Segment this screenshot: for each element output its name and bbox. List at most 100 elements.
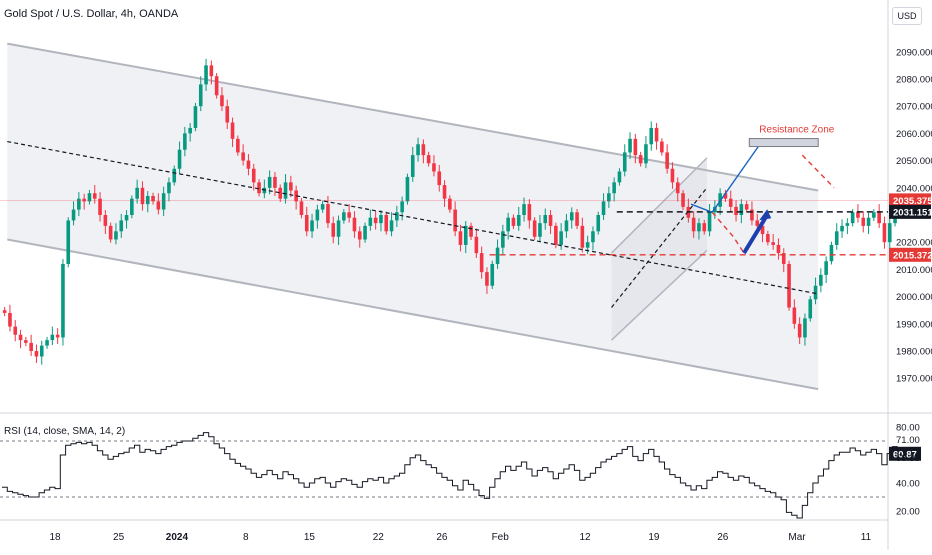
candle-body — [638, 155, 643, 164]
candle — [373, 211, 378, 230]
candle — [665, 144, 669, 174]
midline-dashed[interactable] — [7, 140, 819, 295]
rsi-value-tag[interactable]: 60.87 — [889, 446, 921, 461]
price-tag[interactable]: 2015.372 — [889, 247, 932, 262]
candle — [554, 222, 558, 249]
rising-channel-lower-line[interactable] — [610, 249, 708, 341]
candle-body — [564, 220, 569, 232]
channel-lower-line[interactable] — [7, 238, 819, 391]
channel-layer — [7, 42, 819, 391]
candle — [135, 179, 139, 204]
candle-body — [289, 182, 293, 191]
candle — [87, 189, 92, 205]
candle-body — [92, 193, 97, 199]
candle — [527, 199, 532, 229]
candle-body — [850, 212, 855, 224]
candle-body — [781, 253, 786, 264]
rising-channel-upper-line[interactable] — [610, 157, 708, 254]
price-tag[interactable]: 2035.375 — [889, 193, 932, 208]
price-axis[interactable]: 2090.000 2080.000 2070.000 2060.000 2050.000… — [896, 47, 932, 384]
arrow-up-head[interactable] — [759, 209, 772, 221]
candle — [681, 189, 685, 211]
candle — [654, 123, 659, 150]
projection-path-red-left[interactable] — [711, 211, 745, 254]
candle-body — [342, 212, 346, 221]
candle — [225, 99, 230, 130]
candle-body — [453, 209, 457, 232]
candle — [781, 248, 786, 273]
candle-body — [246, 160, 251, 169]
candle-body — [617, 171, 622, 183]
rsi-value-label: 71.00 — [896, 435, 920, 446]
rsi-line[interactable] — [2, 432, 898, 519]
candle — [55, 328, 60, 344]
candle — [522, 197, 526, 222]
candle — [8, 304, 12, 332]
candle-body — [278, 187, 283, 199]
candle-body — [267, 176, 272, 188]
candle-body — [744, 204, 749, 210]
rising-midline-dashed[interactable] — [611, 187, 708, 308]
candle-body — [108, 225, 113, 240]
candle — [702, 219, 707, 235]
price-tick-label: 2090.000 — [896, 47, 932, 58]
candle-body — [856, 212, 860, 218]
time-tick-label: 8 — [243, 532, 249, 543]
candle-body — [760, 225, 765, 235]
candle-body — [522, 204, 526, 215]
candle — [124, 210, 129, 229]
price-tag[interactable]: 2031.151 — [889, 204, 932, 219]
projection-path-red-right[interactable] — [801, 154, 835, 189]
candle — [771, 234, 775, 250]
candle-body — [167, 182, 171, 194]
candle-body — [55, 334, 60, 338]
candle-body — [400, 201, 404, 213]
rsi-value-tag-bg — [889, 446, 921, 461]
candle — [448, 195, 452, 213]
candle-body — [654, 127, 659, 142]
time-tick-label: Mar — [788, 532, 806, 543]
arrow-up-shaft[interactable] — [742, 217, 767, 255]
candle-body — [124, 215, 129, 221]
candle-body — [347, 212, 351, 218]
resistance-zone-box[interactable] — [748, 138, 819, 148]
channel-upper-line[interactable] — [7, 42, 819, 192]
price-tick-label: 1980.000 — [896, 347, 932, 358]
candle-body — [50, 334, 55, 341]
candle-body — [485, 272, 489, 286]
candle-body — [331, 223, 336, 237]
currency-button[interactable]: USD — [892, 7, 922, 25]
candle-body — [188, 127, 192, 134]
candle-body — [532, 220, 537, 237]
candle — [156, 193, 161, 215]
time-axis[interactable]: 18 25 2024 8 15 22 26 Feb 12 19 26 Mar 11 — [49, 532, 871, 543]
time-tick-label: 18 — [49, 532, 61, 543]
candle-body — [601, 201, 606, 215]
candle — [564, 213, 569, 238]
candle-body — [225, 106, 230, 123]
candle — [140, 181, 145, 211]
candle — [628, 132, 632, 159]
candle-body — [241, 152, 245, 161]
candle-body — [145, 195, 150, 205]
candle — [304, 206, 309, 237]
symbol-title[interactable]: Gold Spot / U.S. Dollar, 4h, OANDA — [4, 8, 179, 20]
candle-body — [193, 106, 198, 128]
candle — [474, 228, 479, 258]
rsi-title[interactable]: RSI (14, close, SMA, 14, 2) — [4, 426, 125, 437]
candle — [363, 222, 367, 243]
candle-body — [410, 155, 415, 177]
candle-body — [887, 223, 892, 243]
candle-body — [405, 176, 410, 202]
candle-body — [230, 122, 235, 139]
price-tick-label: 2060.000 — [896, 129, 932, 140]
candle — [633, 133, 638, 164]
candle — [691, 211, 696, 238]
candle-body — [575, 212, 579, 226]
candle — [501, 224, 505, 255]
candle-body — [728, 198, 733, 207]
candle — [612, 177, 616, 202]
candle-body — [156, 201, 161, 210]
